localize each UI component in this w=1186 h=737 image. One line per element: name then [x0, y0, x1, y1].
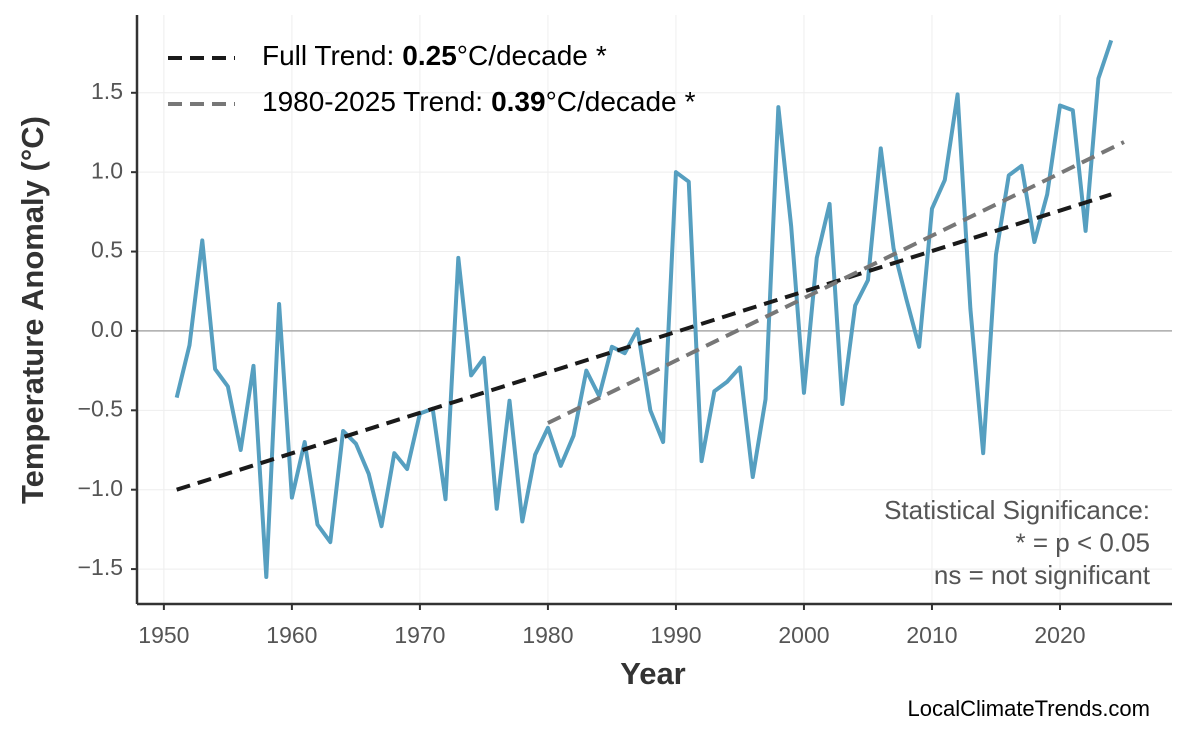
y-tick-label: −1.5: [78, 554, 123, 580]
legend-label: Full Trend: 0.25°C/decade *: [262, 40, 607, 71]
legend-name: Full Trend:: [262, 40, 394, 71]
legend-unit: °C/decade: [457, 40, 588, 71]
x-tick-label: 2020: [1034, 622, 1085, 648]
y-tick-label: 0.5: [91, 237, 123, 263]
annotation: Statistical Significance:: [884, 495, 1150, 525]
x-axis-label: Year: [620, 656, 686, 691]
legend-name: 1980-2025 Trend:: [262, 86, 483, 117]
y-tick-label: 0.0: [91, 316, 123, 342]
x-tick-label: 1990: [650, 622, 701, 648]
y-tick-label: −0.5: [78, 395, 123, 421]
legend-rate: 0.25: [402, 40, 457, 71]
y-tick-label: 1.0: [91, 157, 123, 183]
legend-unit: °C/decade: [546, 86, 677, 117]
y-tick-label: −1.0: [78, 475, 123, 501]
y-axis-label: Temperature Anomaly (°C): [15, 116, 50, 504]
legend-label: 1980-2025 Trend: 0.39°C/decade *: [262, 86, 696, 117]
source: LocalClimateTrends.com: [908, 696, 1151, 721]
trend-line: [176, 192, 1112, 492]
legend-significance: *: [685, 86, 696, 117]
y-tick-label: 1.5: [91, 78, 123, 104]
legend-significance: *: [596, 40, 607, 71]
x-tick-label: 1960: [266, 622, 317, 648]
trend-line: [547, 140, 1125, 425]
x-tick-label: 2010: [906, 622, 957, 648]
x-tick-label: 1950: [138, 622, 189, 648]
annotation: * = p < 0.05: [1016, 527, 1150, 557]
x-tick-label: 2000: [778, 622, 829, 648]
anomaly-line: [174, 39, 1114, 580]
annotation: ns = not significant: [934, 560, 1151, 590]
legend-rate: 0.39: [491, 86, 546, 117]
x-tick-label: 1970: [394, 622, 445, 648]
x-tick-label: 1980: [522, 622, 573, 648]
